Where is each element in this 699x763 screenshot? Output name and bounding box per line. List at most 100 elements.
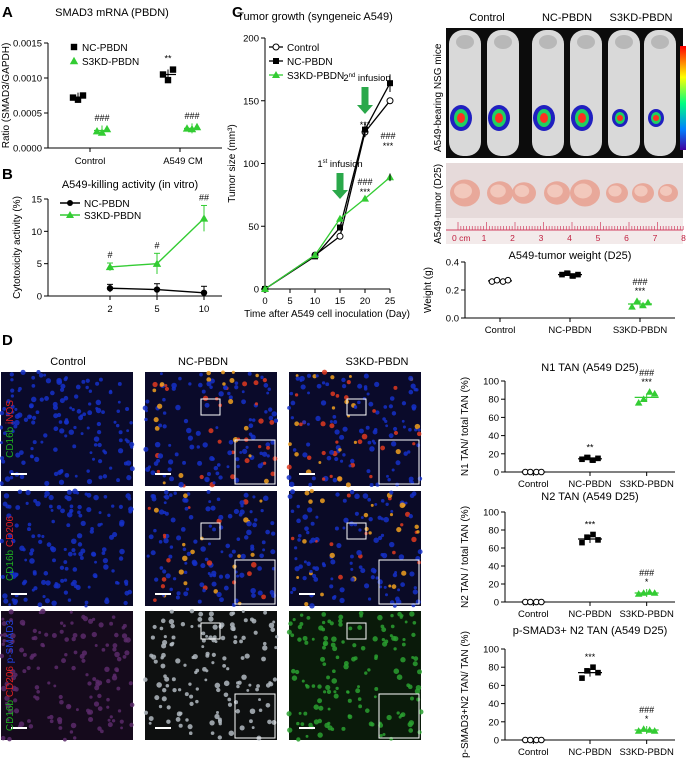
micrograph-cell	[217, 717, 222, 722]
micrograph-cell	[64, 566, 69, 571]
chartC2-point	[639, 301, 647, 309]
micrograph-cell	[234, 381, 239, 385]
micrograph-cell	[49, 546, 55, 551]
micrograph-cell	[272, 677, 278, 682]
micrograph-cell	[294, 546, 298, 550]
micrograph-cell	[215, 426, 219, 430]
chartD1-point	[650, 389, 659, 397]
micrograph-cell	[0, 538, 4, 544]
micrograph-cell	[307, 391, 310, 395]
micrograph-cell	[291, 586, 297, 592]
micrograph-cell	[113, 420, 117, 424]
micrograph-cell	[302, 452, 308, 458]
micrograph-cell	[129, 441, 135, 447]
micrograph-cell	[51, 633, 57, 638]
micrograph-cell	[331, 636, 337, 642]
micrograph-cell	[33, 586, 38, 591]
micrograph-cell	[256, 684, 260, 688]
micrograph-cell	[31, 396, 37, 403]
micrograph-cell	[13, 708, 20, 714]
micrograph-cell	[240, 553, 246, 559]
micrograph-cell	[290, 536, 295, 541]
micrograph-cell	[225, 543, 231, 549]
micrograph-cell	[306, 530, 310, 535]
micrograph-cell	[58, 420, 63, 424]
micrograph-cell	[401, 419, 405, 423]
micrograph-cell	[370, 575, 375, 580]
chart-c-x-tick-label: 20	[360, 296, 371, 307]
micrograph-cell	[122, 623, 127, 628]
micrograph-cell	[0, 633, 4, 637]
micrograph-cell	[372, 570, 377, 574]
chartD1-y-axis-label: N1 TAN/ total TAN (%)	[460, 377, 471, 476]
micrograph-cell	[213, 465, 219, 471]
micrograph-cell	[4, 476, 11, 482]
micrograph-cell	[86, 478, 93, 485]
micrograph-cell	[257, 590, 263, 596]
chart-c-x-tick-label: 5	[287, 296, 292, 307]
micrograph-cell	[148, 534, 154, 540]
micrograph-cell	[268, 415, 274, 421]
micrograph-cell	[379, 734, 383, 738]
micrograph-cell	[215, 711, 219, 715]
chartD2-x-tick-label: S3KD-PBDN	[619, 609, 674, 620]
micrograph-cell	[72, 567, 78, 572]
micrograph-cell	[226, 465, 230, 469]
micrograph-cell	[71, 538, 77, 545]
micrograph-cell	[390, 441, 397, 447]
micrograph-cell	[29, 415, 32, 418]
chart-c-point	[261, 285, 269, 292]
micrograph-cell	[297, 624, 303, 630]
chart-b-legend-marker	[66, 211, 74, 218]
chartC2-point	[633, 297, 641, 304]
micrograph-cell	[271, 720, 277, 725]
mouse-ear	[577, 35, 595, 49]
micrograph-cell	[245, 445, 249, 449]
micrograph-cell	[263, 610, 268, 615]
micrograph-cell	[297, 538, 301, 542]
micrograph-cell	[13, 424, 18, 429]
micrograph-cell	[162, 687, 167, 693]
micrograph-cell	[116, 656, 122, 662]
micrograph-cell	[81, 658, 86, 663]
micrograph-cell	[246, 688, 250, 692]
micrograph-cell	[97, 706, 103, 711]
micrograph-cell	[297, 533, 302, 538]
micrograph-cell	[297, 637, 302, 642]
micrograph-cell	[0, 481, 4, 486]
micrograph-cell	[47, 716, 51, 720]
micrograph-cell	[114, 632, 119, 638]
micrograph-cell	[202, 395, 209, 401]
micrograph-cell	[382, 417, 386, 421]
micrograph-cell	[290, 633, 295, 638]
micrograph-cell	[153, 659, 158, 664]
chartD3-y-tick-label: 60	[488, 681, 499, 692]
micrograph-cell	[195, 668, 200, 673]
micrograph-cell	[92, 573, 98, 578]
micrograph-cell	[393, 426, 398, 431]
micrograph-cell	[77, 542, 83, 547]
micrograph-cell	[409, 493, 415, 499]
chart-a-y-axis-label: Ratio (SMAD3/GAPDH)	[1, 43, 12, 149]
micrograph-cell	[75, 584, 81, 591]
micrograph-cell	[201, 631, 206, 636]
micrograph-cell	[380, 533, 385, 538]
chart-b-x-tick-label: 10	[199, 304, 210, 315]
micrograph-cell	[36, 689, 40, 694]
chart-b-sig-label: #	[107, 250, 112, 260]
micrograph-cell	[212, 624, 218, 630]
micrograph-cell	[265, 529, 270, 535]
micrograph-cell	[302, 514, 308, 520]
chartD2-sig-label: *	[645, 577, 649, 587]
micrograph-cell	[112, 643, 118, 648]
zoom-region-box	[200, 522, 221, 540]
micrograph-cell	[198, 382, 203, 388]
micrograph-cell	[73, 650, 78, 655]
micrograph-cell	[163, 495, 167, 499]
micrograph-cell	[186, 551, 191, 557]
micrograph-cell	[330, 375, 335, 380]
micrograph-cell	[1, 621, 7, 627]
micrograph-cell	[417, 549, 423, 555]
micrograph-cell	[44, 494, 48, 498]
